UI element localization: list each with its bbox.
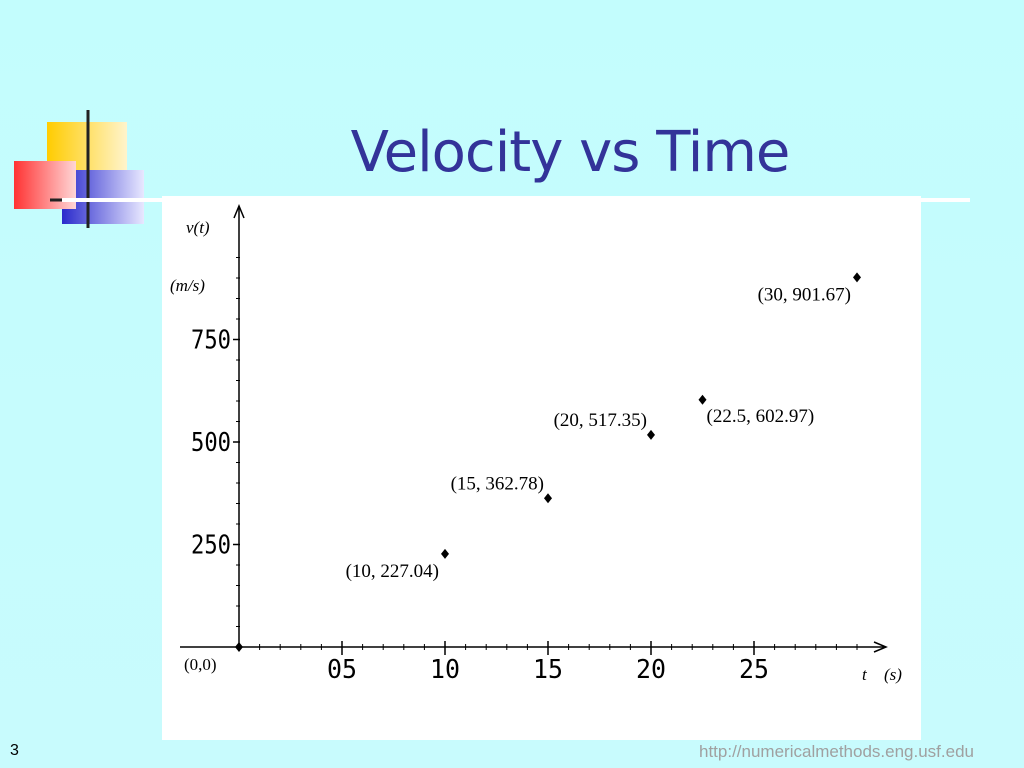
y-axis-unit: (m/s)	[170, 276, 205, 295]
data-point-label: (20, 517.35)	[554, 410, 647, 431]
y-axis-label: v(t)	[186, 218, 210, 237]
data-point-label: (22.5, 602.97)	[707, 406, 815, 427]
y-tick-label: 750	[191, 326, 231, 356]
x-axis-unit: (s)	[884, 665, 902, 684]
y-tick-label: 500	[191, 428, 231, 458]
data-point-marker	[853, 272, 861, 283]
data-point-marker	[441, 548, 449, 559]
axis-ticks: 05 10 15 20 25 250 500 750	[191, 326, 769, 686]
x-tick-label: 15	[533, 655, 563, 685]
velocity-plot-panel: v(t) (m/s) t (s) (0,0) 05 10 15 20 25 250 500 7…	[162, 196, 921, 740]
x-axis-label: t	[862, 665, 868, 684]
data-point-label: (30, 901.67)	[758, 284, 851, 305]
minor-ticks	[236, 257, 858, 650]
data-point-marker	[544, 493, 552, 504]
x-tick-label: 05	[327, 655, 357, 685]
data-point-label: (10, 227.04)	[346, 561, 439, 582]
slide-number: 3	[10, 742, 19, 759]
x-tick-label: 25	[739, 655, 769, 685]
data-point-marker	[647, 429, 655, 440]
y-axis-arrow	[233, 204, 245, 219]
slide-title: Velocity vs Time	[350, 120, 791, 185]
data-points: (10, 227.04) (15, 362.78) (20, 517.35) (22.…	[235, 272, 861, 652]
decorative-squares-logo	[14, 110, 180, 228]
footer-url-link[interactable]: http://numericalmethods.eng.usf.edu	[699, 742, 974, 761]
y-tick-label: 250	[191, 531, 231, 561]
origin-label: (0,0)	[184, 655, 217, 674]
data-point-marker	[698, 394, 707, 405]
x-axis-arrow	[873, 641, 888, 653]
x-tick-label: 20	[636, 655, 666, 685]
data-point-label: (15, 362.78)	[451, 473, 544, 494]
data-point-marker	[235, 642, 243, 652]
velocity-scatter-plot: v(t) (m/s) t (s) (0,0) 05 10 15 20 25 250 500 7…	[170, 204, 902, 686]
x-tick-label: 10	[430, 655, 460, 685]
